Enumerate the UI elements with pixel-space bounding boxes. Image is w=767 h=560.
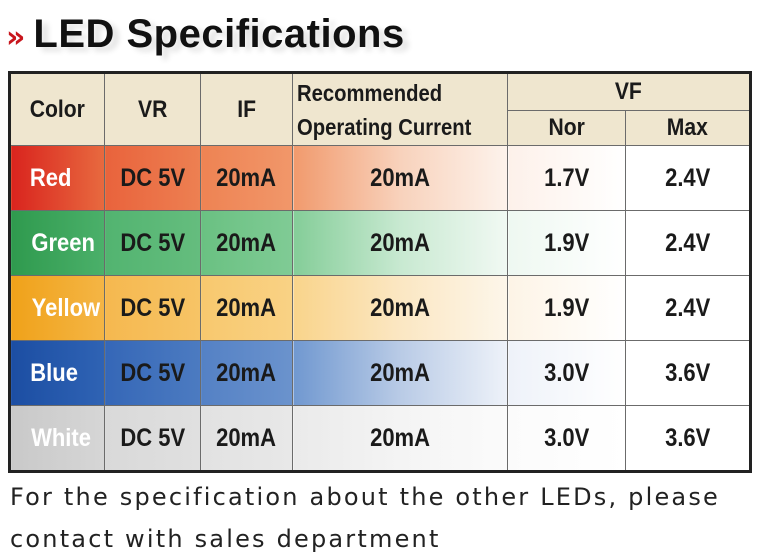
cell-vf-nor: 3.0V xyxy=(507,405,626,472)
header-color: Color xyxy=(9,72,105,146)
table-row-white: White DC 5V 20mA 20mA 3.0V 3.6V xyxy=(9,405,752,472)
cell-vr: DC 5V xyxy=(104,405,201,472)
cell-if: 20mA xyxy=(200,275,293,341)
cell-vf-nor: 1.7V xyxy=(507,145,626,211)
cell-vf-max: 2.4V xyxy=(624,210,752,276)
cell-vr: DC 5V xyxy=(104,275,201,341)
cell-recommended-current: 20mA xyxy=(292,210,508,276)
cell-recommended-current: 20mA xyxy=(292,340,508,406)
page-title-block: » LED Specifications xyxy=(6,8,446,60)
cell-vf-nor: 3.0V xyxy=(507,340,626,406)
cell-color: White xyxy=(9,405,105,472)
table-row-yellow: Yellow DC 5V 20mA 20mA 1.9V 2.4V xyxy=(9,275,752,341)
page-title: LED Specifications xyxy=(33,11,405,56)
header-vf-max: Max xyxy=(624,110,752,146)
cell-vr: DC 5V xyxy=(104,340,201,406)
cell-if: 20mA xyxy=(200,210,293,276)
cell-color: Yellow xyxy=(9,275,105,341)
header-vf-nor: Nor xyxy=(507,110,626,146)
cell-color: Red xyxy=(9,145,105,211)
table-row-blue: Blue DC 5V 20mA 20mA 3.0V 3.6V xyxy=(9,340,752,406)
cell-recommended-current: 20mA xyxy=(292,405,508,472)
cell-vr: DC 5V xyxy=(104,210,201,276)
cell-vf-max: 2.4V xyxy=(624,275,752,341)
header-recommended-current: Recommended Operating Current xyxy=(292,72,508,146)
cell-vf-max: 3.6V xyxy=(624,340,752,406)
table-subheader-row: Nor Max xyxy=(10,110,752,146)
cell-recommended-current: 20mA xyxy=(292,275,508,341)
cell-vf-max: 3.6V xyxy=(624,405,752,472)
led-spec-table: Color VR IF Recommended Operating Curren… xyxy=(8,71,753,473)
cell-color: Blue xyxy=(9,340,105,406)
header-if: IF xyxy=(200,72,293,146)
table-row-green: Green DC 5V 20mA 20mA 1.9V 2.4V xyxy=(9,210,752,276)
cell-vf-nor: 1.9V xyxy=(507,210,626,276)
table-row-red: Red DC 5V 20mA 20mA 1.7V 2.4V xyxy=(9,145,752,211)
cell-vf-nor: 1.9V xyxy=(507,275,626,341)
cell-vr: DC 5V xyxy=(104,145,201,211)
footer-line-2: contact with sales department xyxy=(10,525,441,553)
cell-vf-max: 2.4V xyxy=(624,145,752,211)
cell-if: 20mA xyxy=(200,340,293,406)
table-header-row: Color VR IF Recommended Operating Curren… xyxy=(9,72,752,146)
header-vf: VF xyxy=(506,72,752,111)
footer-line-1: For the specification about the other LE… xyxy=(10,483,721,511)
chevron-right-icon: » xyxy=(6,19,26,55)
footer-note: For the specification about the other LE… xyxy=(10,476,755,560)
cell-recommended-current: 20mA xyxy=(292,145,508,211)
cell-if: 20mA xyxy=(200,145,293,211)
cell-if: 20mA xyxy=(200,405,293,472)
header-vr: VR xyxy=(104,72,201,146)
cell-color: Green xyxy=(9,210,105,276)
